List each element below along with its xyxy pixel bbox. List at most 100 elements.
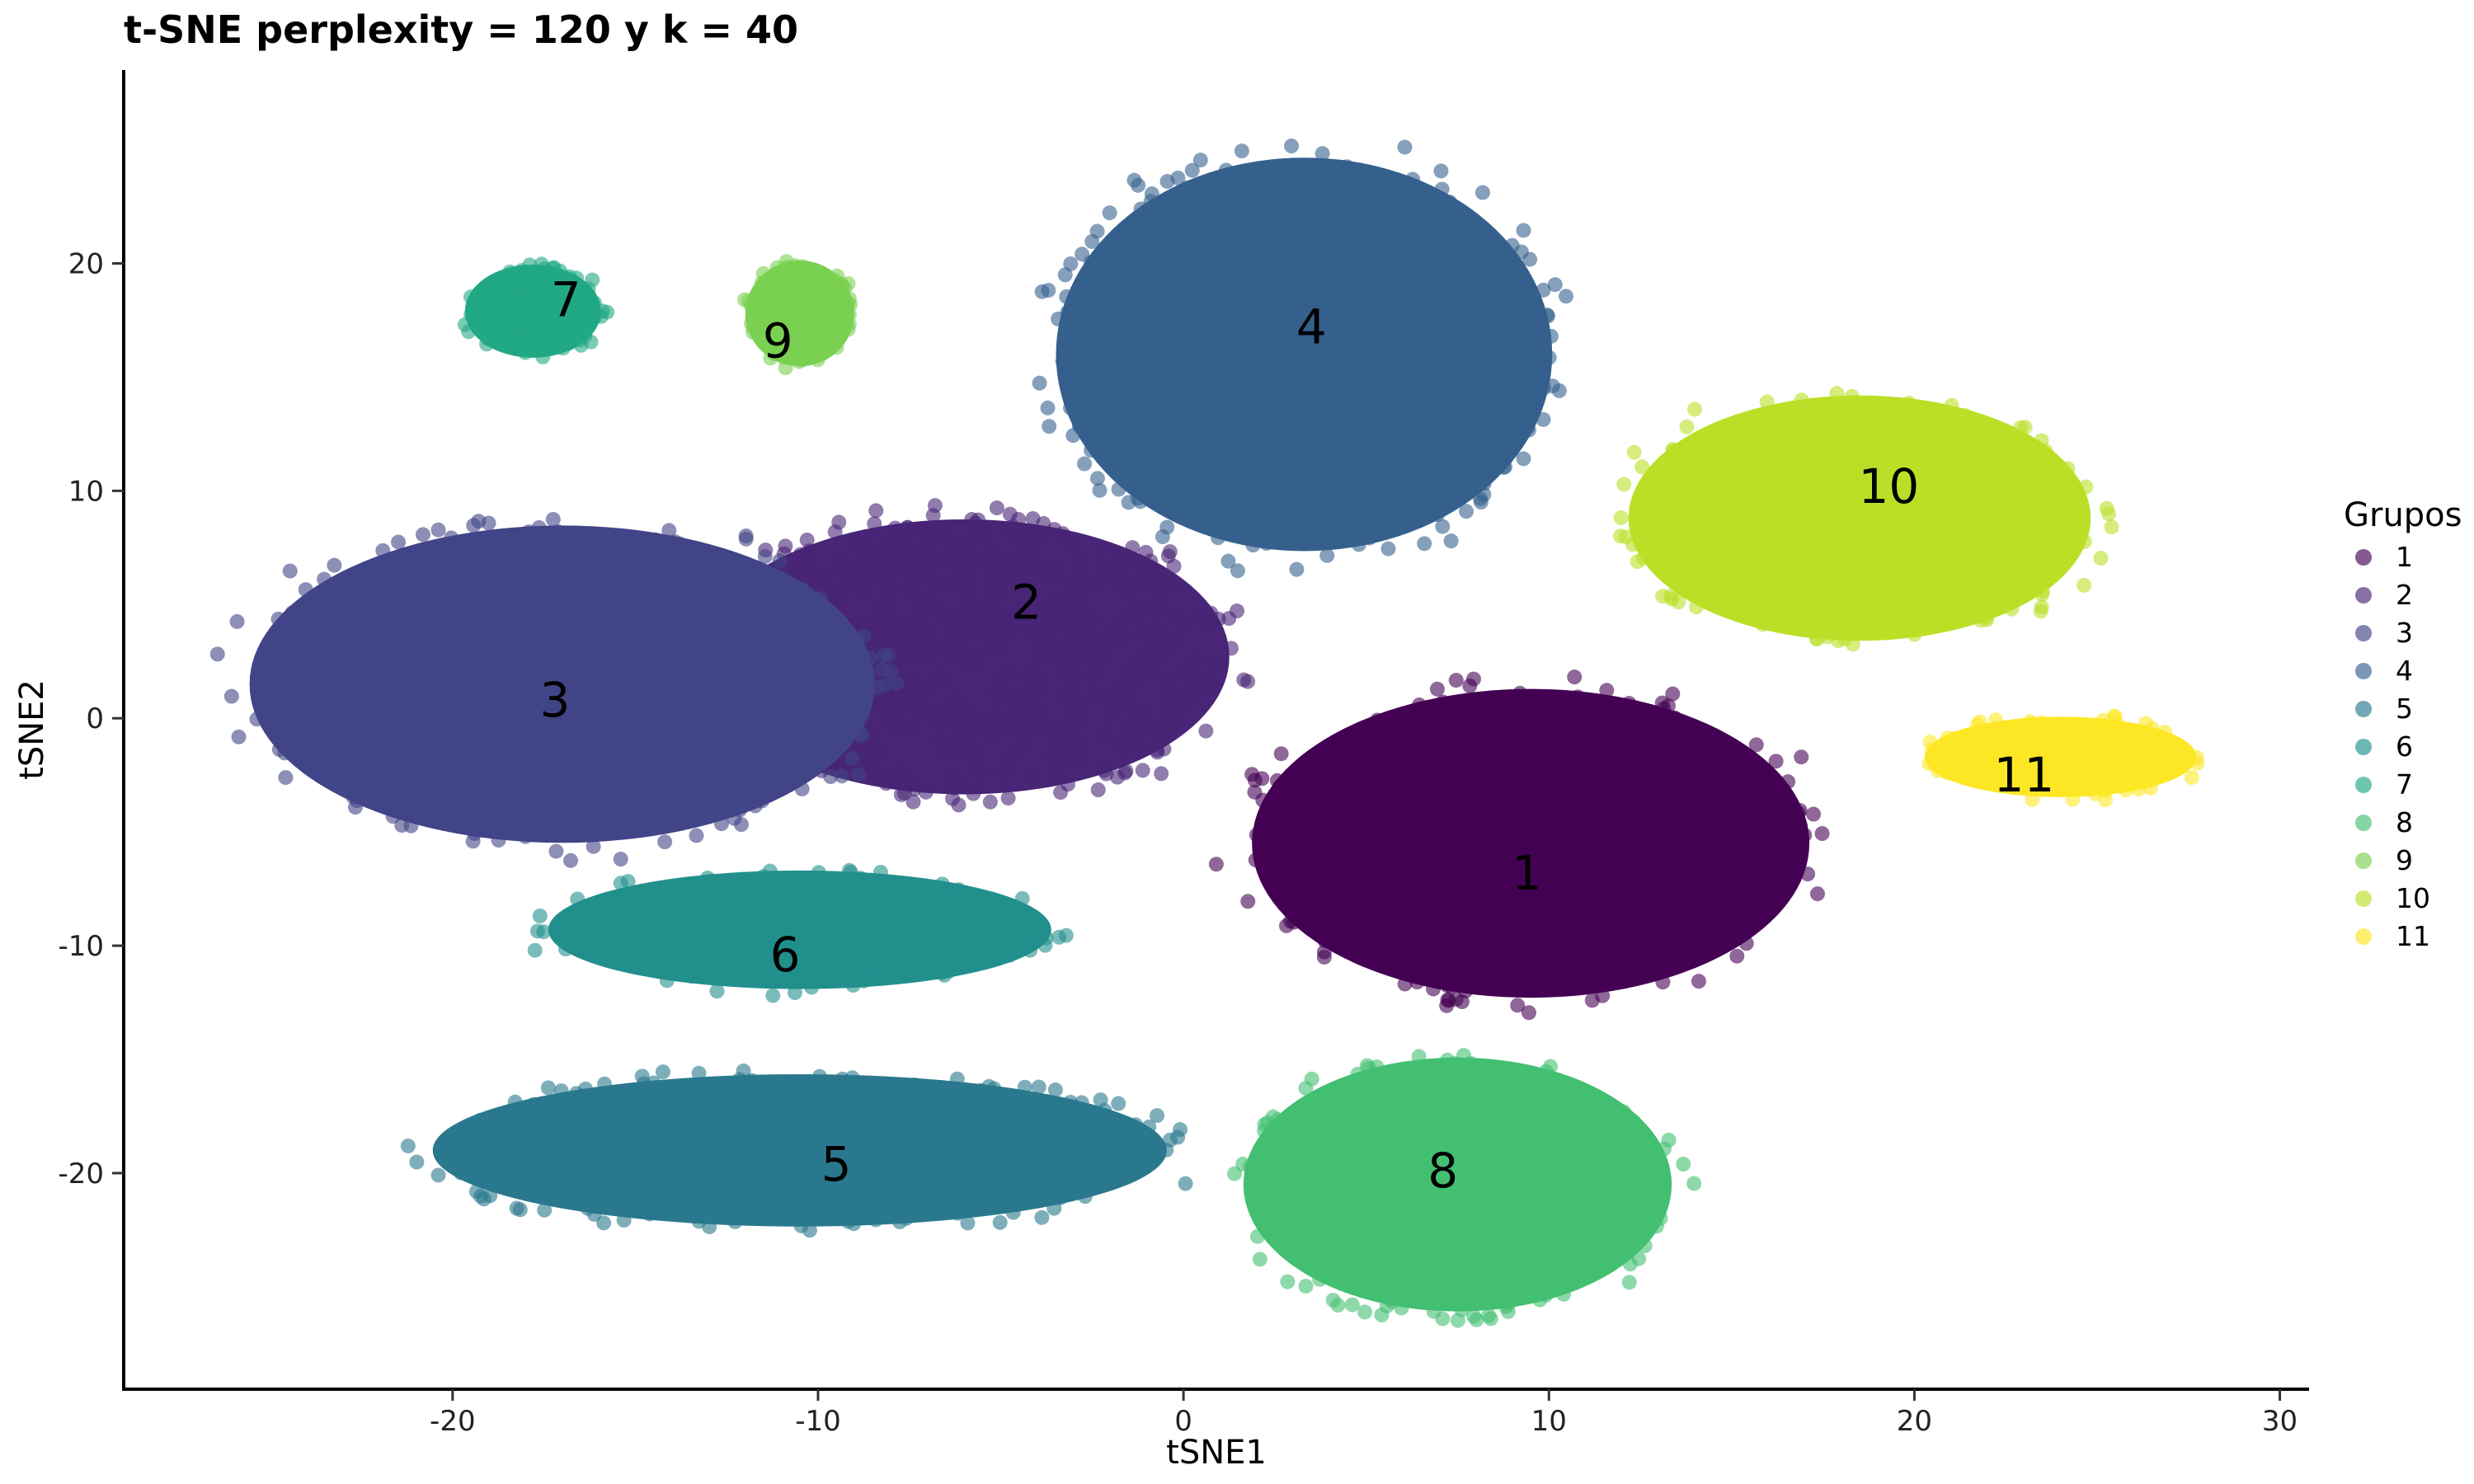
data-point <box>989 500 1004 516</box>
data-point <box>1622 749 1638 764</box>
data-point <box>586 948 601 964</box>
data-point <box>1493 820 1509 836</box>
data-point <box>463 667 478 683</box>
cluster-points-3 <box>209 511 905 868</box>
data-point <box>1249 1228 1265 1244</box>
data-point <box>882 1114 898 1129</box>
data-point <box>597 1076 613 1092</box>
data-point <box>1053 785 1069 801</box>
data-point <box>1225 398 1241 414</box>
data-point <box>461 792 477 808</box>
data-point <box>317 571 332 587</box>
data-point <box>662 610 678 626</box>
data-point <box>1297 490 1313 505</box>
data-point <box>692 570 708 585</box>
data-point <box>715 700 731 716</box>
data-point <box>761 585 777 600</box>
data-point <box>1379 1298 1395 1314</box>
data-point <box>1191 394 1206 410</box>
data-point <box>641 762 656 777</box>
data-point <box>1198 723 1214 739</box>
data-point <box>2131 781 2147 796</box>
data-point <box>1922 481 1938 496</box>
data-point <box>485 312 501 328</box>
data-point <box>986 1081 1002 1097</box>
data-point <box>1398 1224 1413 1240</box>
data-point <box>1547 277 1563 293</box>
data-point <box>545 688 561 704</box>
data-point <box>1760 816 1776 832</box>
data-point <box>527 942 543 958</box>
data-point <box>569 321 585 336</box>
data-point <box>1196 247 1211 262</box>
data-point <box>959 585 975 601</box>
data-point <box>1308 291 1324 307</box>
data-point <box>1472 1082 1488 1098</box>
data-point <box>640 798 656 814</box>
data-point <box>566 783 581 799</box>
data-point <box>854 728 869 744</box>
data-point <box>1382 1157 1398 1172</box>
data-point <box>1452 1128 1468 1144</box>
data-point <box>1354 1251 1370 1266</box>
data-point <box>938 520 953 536</box>
data-point <box>887 520 903 536</box>
data-point <box>1468 844 1484 860</box>
legend-swatch-6 <box>2355 739 2372 755</box>
cluster-label-6: 6 <box>770 927 801 983</box>
data-point <box>1165 395 1181 411</box>
data-point <box>1006 749 1022 764</box>
data-point <box>1409 459 1425 475</box>
data-point <box>1482 243 1498 259</box>
data-point <box>868 1212 884 1228</box>
data-point <box>1339 384 1355 400</box>
data-point <box>454 1148 469 1163</box>
data-point <box>1173 297 1188 312</box>
data-point <box>1128 1117 1144 1133</box>
data-point <box>1957 407 1973 423</box>
data-point <box>532 1159 548 1175</box>
data-point <box>940 1201 956 1217</box>
data-point <box>1395 301 1410 317</box>
data-point <box>1456 378 1472 394</box>
data-point <box>1821 594 1837 609</box>
data-point <box>1277 182 1293 198</box>
data-point <box>1512 685 1528 701</box>
data-point <box>1507 1182 1522 1198</box>
data-point <box>1997 530 2012 546</box>
data-point <box>661 523 677 538</box>
data-point <box>1164 710 1179 726</box>
data-point <box>496 559 511 575</box>
data-point <box>810 352 825 368</box>
data-point <box>1621 853 1637 869</box>
data-point <box>1174 481 1190 496</box>
data-point <box>1009 1092 1024 1107</box>
data-point <box>1563 1265 1578 1280</box>
data-point <box>1418 921 1433 937</box>
data-point <box>1646 1186 1662 1202</box>
data-point <box>642 937 658 953</box>
data-point <box>803 893 819 909</box>
data-point <box>571 663 587 679</box>
data-point <box>987 707 1003 723</box>
data-point <box>1413 1171 1428 1186</box>
data-point <box>850 1102 866 1118</box>
data-point <box>665 700 680 716</box>
data-point <box>1223 641 1239 656</box>
data-point <box>923 1183 938 1199</box>
data-point <box>1150 564 1165 580</box>
data-point <box>491 791 506 806</box>
data-point <box>2022 714 2038 730</box>
data-point <box>1690 752 1705 768</box>
data-point <box>1972 714 1987 730</box>
data-point <box>1469 1312 1484 1327</box>
data-point <box>464 303 480 318</box>
data-point <box>540 1080 556 1096</box>
data-point <box>943 1090 958 1106</box>
data-point <box>1094 437 1109 453</box>
data-point <box>990 685 1006 701</box>
data-point <box>1932 444 1948 460</box>
data-point <box>1388 913 1404 929</box>
data-point <box>1647 749 1663 764</box>
data-point <box>1667 710 1682 726</box>
